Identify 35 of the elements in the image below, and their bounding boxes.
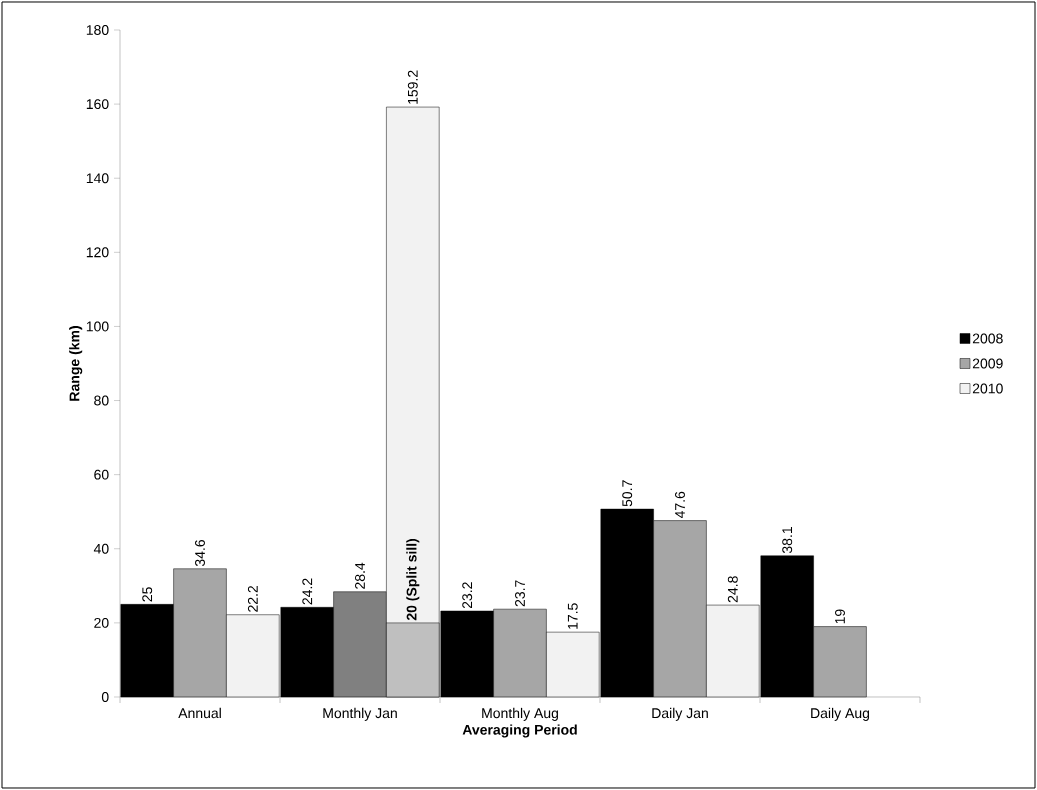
data-label: 22.2 (247, 585, 258, 612)
x-tick-label: Monthly Aug (482, 707, 558, 721)
y-tick-label: 160 (86, 99, 109, 110)
x-tick-label: Daily Aug (811, 707, 870, 721)
data-label: 23.7 (515, 580, 525, 607)
data-label: 20 (Split sill) (406, 538, 420, 621)
y-tick-label: 140 (86, 173, 109, 184)
y-tick-label: 80 (94, 395, 109, 406)
legend-label: 2010 (972, 383, 1003, 394)
data-label: 25 (142, 587, 153, 602)
data-label: 28.4 (355, 562, 365, 589)
data-label: 24.2 (302, 578, 313, 605)
y-axis-title: Range (km) (69, 326, 83, 401)
y-tick-label: 180 (86, 25, 109, 35)
x-tick-label: Annual (178, 707, 221, 719)
y-tick-label: 120 (86, 247, 109, 258)
data-label: 50.7 (622, 480, 633, 507)
x-axis-title: Averaging Period (462, 724, 577, 738)
y-tick-label: 40 (93, 543, 109, 554)
y-tick-label: 100 (86, 321, 109, 332)
data-label: 34.6 (195, 539, 205, 567)
data-label: 23.2 (462, 582, 473, 609)
data-label: 17.5 (567, 603, 578, 629)
y-tick-label: 20 (94, 617, 109, 628)
data-label: 159.2 (407, 70, 418, 104)
legend-label: 2008 (972, 333, 1003, 344)
y-tick-label: 60 (94, 469, 109, 480)
data-label: 24.8 (727, 576, 738, 603)
x-tick-label: Monthly Jan (323, 707, 397, 721)
data-label: 38.1 (782, 527, 793, 554)
x-tick-label: Daily Jan (652, 707, 708, 721)
legend-label: 2009 (972, 358, 1003, 369)
data-label: 19 (835, 609, 845, 624)
data-label: 47.6 (675, 491, 685, 519)
y-tick-label: 0 (101, 692, 109, 702)
